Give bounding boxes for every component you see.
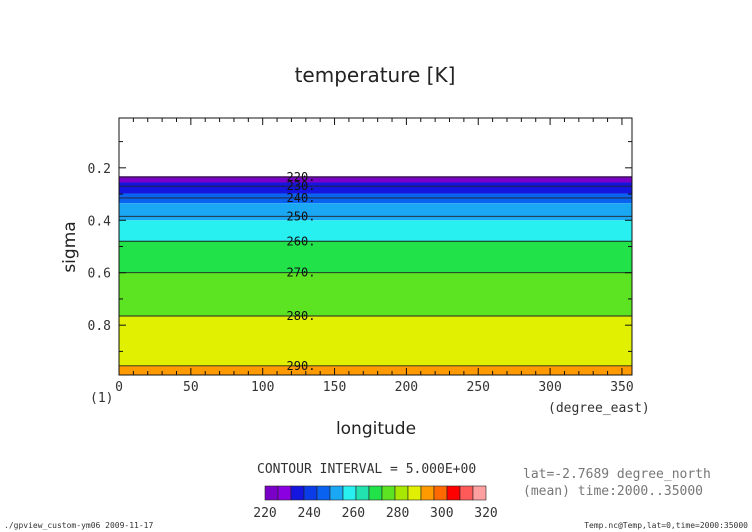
contour-label-280: 280. xyxy=(287,309,316,323)
y-panel-label: (1) xyxy=(90,391,113,406)
colorbar-cell xyxy=(355,485,370,501)
info-line-time: (mean) time:2000..35000 xyxy=(523,484,703,499)
colorbar-cell xyxy=(394,485,409,501)
colorbar-tick-label: 240 xyxy=(297,506,320,521)
fill-band-3 xyxy=(119,203,632,221)
colorbar-cell xyxy=(264,485,279,501)
colorbar-cell xyxy=(459,485,474,501)
x-tick-label: 300 xyxy=(538,380,561,395)
colorbar-cell xyxy=(407,485,422,501)
colorbar-cell xyxy=(277,485,292,501)
colorbar-tick-label: 320 xyxy=(474,506,497,521)
contour-label-240: 240. xyxy=(287,191,316,205)
colorbar-tick-label: 300 xyxy=(430,506,453,521)
colorbar-cell xyxy=(290,485,305,501)
chart-title: temperature [K] xyxy=(295,63,456,87)
colorbar xyxy=(264,485,487,501)
colorbar-tick-label: 220 xyxy=(253,506,276,521)
colorbar-cell xyxy=(303,485,318,501)
colorbar-cell xyxy=(433,485,448,501)
fill-band-4 xyxy=(119,220,632,242)
x-tick-label: 150 xyxy=(323,380,346,395)
contour-lines xyxy=(119,176,632,367)
contour-label-230: 230. xyxy=(287,179,316,193)
contour-labels: 220.230.240. 250. 260. 270. 280. 290. xyxy=(287,170,316,373)
y-tick-label: 0.6 xyxy=(88,267,111,282)
contour-label-220: 220. xyxy=(287,170,316,184)
x-ticks: 0 50 100 150 200 250 300 350 xyxy=(115,118,634,395)
fill-band-5 xyxy=(119,241,632,273)
colorbar-cell xyxy=(329,485,344,501)
x-tick-label: 100 xyxy=(251,380,274,395)
footer-right: Temp.nc@Temp,lat=0,time=2000:35000 xyxy=(584,521,748,530)
y-axis-label: sigma xyxy=(60,221,80,272)
fill-band-6 xyxy=(119,272,632,316)
colorbar-cell xyxy=(342,485,357,501)
contour-label-250: 250. xyxy=(287,209,316,223)
info-line-lat: lat=-2.7689 degree_north xyxy=(523,467,711,482)
colorbar-tick-label: 280 xyxy=(386,506,409,521)
fill-band-0 xyxy=(119,176,632,183)
x-tick-label: 350 xyxy=(610,380,633,395)
contour-label-260: 260. xyxy=(287,234,316,248)
x-tick-label: 0 xyxy=(115,380,123,395)
colorbar-cell xyxy=(420,485,435,501)
fill-band-7 xyxy=(119,315,632,366)
fill-band-8 xyxy=(119,365,632,375)
colorbar-cell xyxy=(446,485,461,501)
x-tick-label: 50 xyxy=(183,380,199,395)
colorbar-cell xyxy=(472,485,487,501)
x-tick-label: 200 xyxy=(395,380,418,395)
colorbar-labels: 220 240 260 280 300 320 xyxy=(253,506,497,521)
colorbar-cell xyxy=(368,485,383,501)
colorbar-tick-label: 260 xyxy=(342,506,365,521)
colorbar-cell xyxy=(316,485,331,501)
fill-bands xyxy=(119,176,632,375)
contour-interval-text: CONTOUR INTERVAL = 5.000E+00 xyxy=(257,462,476,477)
y-tick-label: 0.4 xyxy=(88,214,112,229)
x-tick-label: 250 xyxy=(467,380,490,395)
fill-band-1 xyxy=(119,182,632,194)
colorbar-cell xyxy=(381,485,396,501)
x-axis-label: longitude xyxy=(336,419,416,439)
y-tick-label: 0.2 xyxy=(88,162,111,177)
x-units-label: (degree_east) xyxy=(548,401,650,416)
contour-label-290: 290. xyxy=(287,359,316,373)
footer-left: ./gpview_custom-ym06 2009-11-17 xyxy=(4,521,153,530)
y-ticks: 0.2 0.4 0.6 0.8 xyxy=(88,141,632,352)
y-tick-label: 0.8 xyxy=(88,319,111,334)
contour-label-270: 270. xyxy=(287,266,316,280)
